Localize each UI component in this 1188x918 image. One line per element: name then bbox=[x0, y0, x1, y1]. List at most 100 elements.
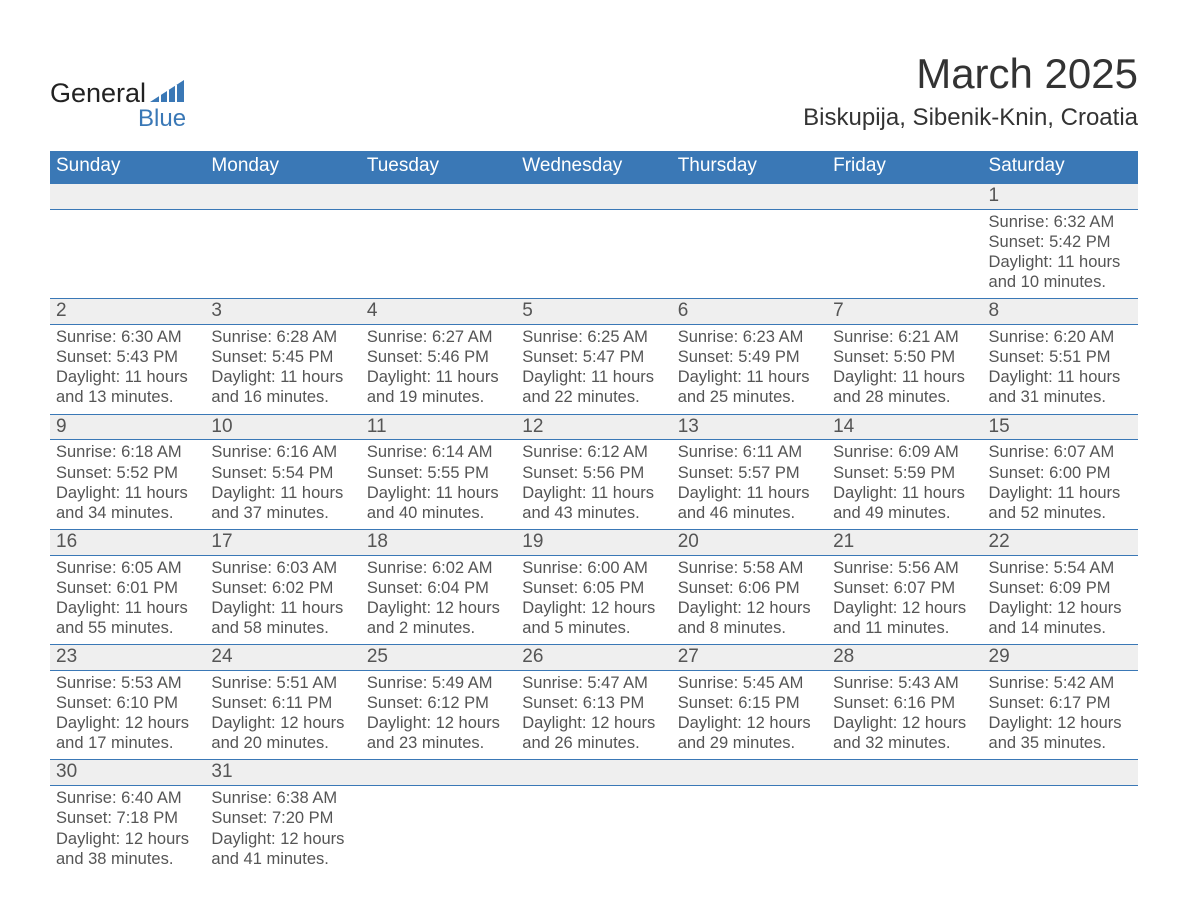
daylight-line-1: Daylight: 12 hours bbox=[678, 598, 821, 618]
daylight-line-1: Daylight: 11 hours bbox=[989, 367, 1132, 387]
daylight-line-2: and 10 minutes. bbox=[989, 272, 1132, 292]
empty-day bbox=[672, 760, 827, 785]
sunrise-line: Sunrise: 6:20 AM bbox=[989, 327, 1132, 347]
week-daynum-row: 9101112131415 bbox=[50, 414, 1138, 440]
empty-day bbox=[516, 184, 671, 209]
sunset-line: Sunset: 6:17 PM bbox=[989, 693, 1132, 713]
sunrise-line: Sunrise: 6:12 AM bbox=[522, 442, 665, 462]
empty-details bbox=[516, 210, 671, 296]
sunset-line: Sunset: 6:12 PM bbox=[367, 693, 510, 713]
sunrise-line: Sunrise: 6:40 AM bbox=[56, 788, 199, 808]
day-details: Sunrise: 6:07 AMSunset: 6:00 PMDaylight:… bbox=[983, 440, 1138, 529]
day-number: 13 bbox=[672, 415, 827, 440]
dayheader-sat: Saturday bbox=[983, 151, 1138, 184]
sunset-line: Sunset: 5:50 PM bbox=[833, 347, 976, 367]
daylight-line-2: and 20 minutes. bbox=[211, 733, 354, 753]
daylight-line-1: Daylight: 12 hours bbox=[989, 598, 1132, 618]
day-details: Sunrise: 6:21 AMSunset: 5:50 PMDaylight:… bbox=[827, 325, 982, 414]
daylight-line-1: Daylight: 11 hours bbox=[367, 367, 510, 387]
sunset-line: Sunset: 7:20 PM bbox=[211, 808, 354, 828]
sunset-line: Sunset: 5:45 PM bbox=[211, 347, 354, 367]
day-details: Sunrise: 6:00 AMSunset: 6:05 PMDaylight:… bbox=[516, 556, 671, 645]
daylight-line-2: and 38 minutes. bbox=[56, 849, 199, 869]
week-details-row: Sunrise: 6:32 AMSunset: 5:42 PMDaylight:… bbox=[50, 209, 1138, 299]
sunset-line: Sunset: 6:13 PM bbox=[522, 693, 665, 713]
day-details: Sunrise: 5:45 AMSunset: 6:15 PMDaylight:… bbox=[672, 671, 827, 760]
dayheader-mon: Monday bbox=[205, 151, 360, 184]
sunrise-line: Sunrise: 5:58 AM bbox=[678, 558, 821, 578]
daylight-line-1: Daylight: 11 hours bbox=[833, 483, 976, 503]
dayheader-fri: Friday bbox=[827, 151, 982, 184]
daylight-line-1: Daylight: 12 hours bbox=[833, 598, 976, 618]
day-details: Sunrise: 5:53 AMSunset: 6:10 PMDaylight:… bbox=[50, 671, 205, 760]
day-details: Sunrise: 5:47 AMSunset: 6:13 PMDaylight:… bbox=[516, 671, 671, 760]
daylight-line-2: and 14 minutes. bbox=[989, 618, 1132, 638]
daylight-line-1: Daylight: 11 hours bbox=[56, 367, 199, 387]
sunrise-line: Sunrise: 6:03 AM bbox=[211, 558, 354, 578]
empty-day bbox=[205, 184, 360, 209]
day-details: Sunrise: 5:54 AMSunset: 6:09 PMDaylight:… bbox=[983, 556, 1138, 645]
daylight-line-2: and 52 minutes. bbox=[989, 503, 1132, 523]
dayheader-sun: Sunday bbox=[50, 151, 205, 184]
sunrise-line: Sunrise: 6:21 AM bbox=[833, 327, 976, 347]
sunrise-line: Sunrise: 5:47 AM bbox=[522, 673, 665, 693]
empty-day bbox=[361, 184, 516, 209]
month-title: March 2025 bbox=[803, 50, 1138, 98]
day-details: Sunrise: 6:32 AMSunset: 5:42 PMDaylight:… bbox=[983, 210, 1138, 299]
header: General Blue March 2025 Biskupija, Siben… bbox=[50, 50, 1138, 133]
dayheader-tue: Tuesday bbox=[361, 151, 516, 184]
week-details-row: Sunrise: 6:18 AMSunset: 5:52 PMDaylight:… bbox=[50, 440, 1138, 530]
title-block: March 2025 Biskupija, Sibenik-Knin, Croa… bbox=[803, 50, 1138, 132]
week-details-row: Sunrise: 6:05 AMSunset: 6:01 PMDaylight:… bbox=[50, 555, 1138, 645]
sunset-line: Sunset: 5:59 PM bbox=[833, 463, 976, 483]
sunrise-line: Sunrise: 6:23 AM bbox=[678, 327, 821, 347]
sunrise-line: Sunrise: 6:11 AM bbox=[678, 442, 821, 462]
day-number: 9 bbox=[50, 415, 205, 440]
week-details-row: Sunrise: 6:30 AMSunset: 5:43 PMDaylight:… bbox=[50, 325, 1138, 415]
empty-details bbox=[827, 786, 982, 814]
day-number: 1 bbox=[983, 184, 1138, 209]
day-header-row: Sunday Monday Tuesday Wednesday Thursday… bbox=[50, 151, 1138, 184]
day-number: 28 bbox=[827, 645, 982, 670]
empty-details bbox=[983, 786, 1138, 814]
daylight-line-1: Daylight: 12 hours bbox=[367, 713, 510, 733]
empty-details bbox=[827, 210, 982, 296]
day-number: 30 bbox=[50, 760, 205, 785]
brand-text-2: Blue bbox=[138, 105, 186, 133]
week-daynum-row: 16171819202122 bbox=[50, 529, 1138, 555]
day-number: 4 bbox=[361, 299, 516, 324]
sunset-line: Sunset: 5:52 PM bbox=[56, 463, 199, 483]
day-number: 16 bbox=[50, 530, 205, 555]
daylight-line-2: and 26 minutes. bbox=[522, 733, 665, 753]
brand-logo: General Blue bbox=[50, 78, 186, 133]
sunset-line: Sunset: 6:05 PM bbox=[522, 578, 665, 598]
empty-details bbox=[205, 210, 360, 296]
day-details: Sunrise: 6:38 AMSunset: 7:20 PMDaylight:… bbox=[205, 786, 360, 875]
sunset-line: Sunset: 5:43 PM bbox=[56, 347, 199, 367]
daylight-line-2: and 40 minutes. bbox=[367, 503, 510, 523]
week-daynum-row: 3031 bbox=[50, 760, 1138, 786]
daylight-line-2: and 17 minutes. bbox=[56, 733, 199, 753]
daylight-line-1: Daylight: 11 hours bbox=[56, 598, 199, 618]
week-daynum-row: 1 bbox=[50, 184, 1138, 210]
day-details: Sunrise: 6:11 AMSunset: 5:57 PMDaylight:… bbox=[672, 440, 827, 529]
daylight-line-2: and 31 minutes. bbox=[989, 387, 1132, 407]
day-details: Sunrise: 6:16 AMSunset: 5:54 PMDaylight:… bbox=[205, 440, 360, 529]
daylight-line-2: and 25 minutes. bbox=[678, 387, 821, 407]
day-number: 19 bbox=[516, 530, 671, 555]
day-details: Sunrise: 6:23 AMSunset: 5:49 PMDaylight:… bbox=[672, 325, 827, 414]
empty-details bbox=[516, 786, 671, 814]
daylight-line-2: and 5 minutes. bbox=[522, 618, 665, 638]
empty-day bbox=[50, 184, 205, 209]
day-number: 6 bbox=[672, 299, 827, 324]
daylight-line-1: Daylight: 11 hours bbox=[211, 598, 354, 618]
daylight-line-2: and 19 minutes. bbox=[367, 387, 510, 407]
daylight-line-1: Daylight: 11 hours bbox=[989, 483, 1132, 503]
daylight-line-2: and 16 minutes. bbox=[211, 387, 354, 407]
daylight-line-1: Daylight: 11 hours bbox=[989, 252, 1132, 272]
day-details: Sunrise: 6:27 AMSunset: 5:46 PMDaylight:… bbox=[361, 325, 516, 414]
week-details-row: Sunrise: 6:40 AMSunset: 7:18 PMDaylight:… bbox=[50, 786, 1138, 875]
daylight-line-2: and 37 minutes. bbox=[211, 503, 354, 523]
sunrise-line: Sunrise: 6:38 AM bbox=[211, 788, 354, 808]
daylight-line-1: Daylight: 12 hours bbox=[989, 713, 1132, 733]
